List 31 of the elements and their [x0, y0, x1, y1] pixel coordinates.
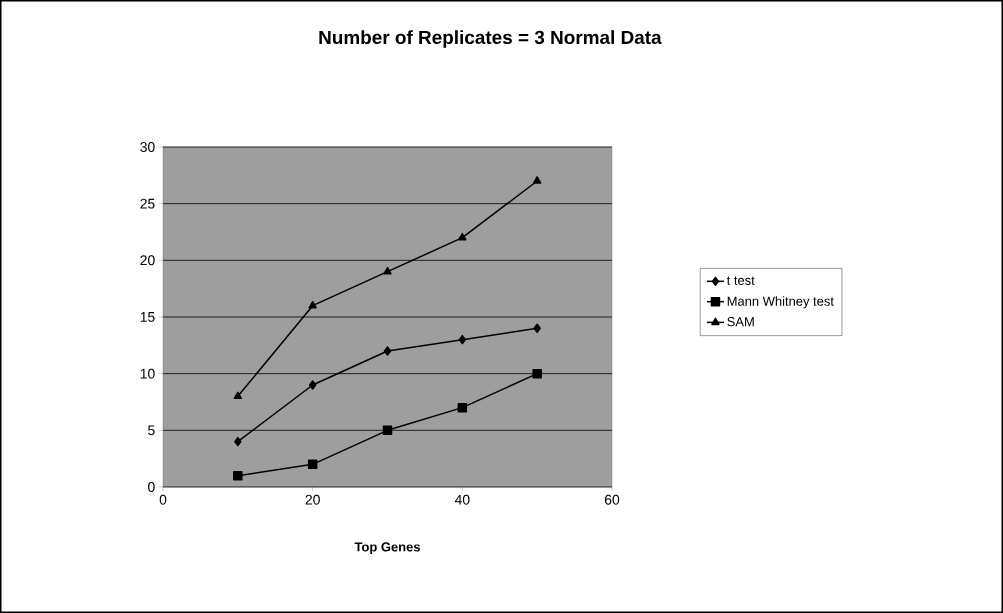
x-tick-label: 40: [454, 494, 470, 505]
point: [233, 470, 243, 481]
y-tick-label: 20: [140, 255, 155, 266]
y-tick-label: 15: [140, 312, 155, 322]
point: [457, 402, 468, 413]
point: [532, 368, 542, 379]
x-tick-label: 60: [604, 494, 620, 505]
y-tick-label: 0: [148, 482, 155, 492]
y-tick-label: 5: [148, 425, 155, 436]
point: [383, 346, 392, 356]
y-tick-label: 30: [140, 142, 155, 152]
point: [234, 436, 242, 447]
point: [308, 380, 317, 390]
point: [307, 459, 318, 470]
point: [233, 391, 243, 400]
x-tick-label: 0: [159, 494, 167, 505]
legend-label: SAM: [727, 317, 754, 327]
point: [458, 334, 467, 345]
point: [532, 176, 542, 184]
y-tick-label: 25: [140, 198, 155, 209]
point: [308, 300, 317, 309]
point: [383, 266, 392, 275]
legend-label: t test: [726, 276, 755, 285]
x-tick-label: 20: [305, 494, 320, 505]
point: [458, 232, 467, 241]
point: [533, 323, 541, 334]
x-axis-title: Top Genes: [354, 542, 420, 555]
legend-label: Mann Whitney test: [727, 296, 834, 309]
y-tick-label: 10: [140, 368, 155, 379]
chart-title: Number of Replicates = 3 Normal Data: [319, 30, 662, 48]
point: [382, 425, 393, 436]
